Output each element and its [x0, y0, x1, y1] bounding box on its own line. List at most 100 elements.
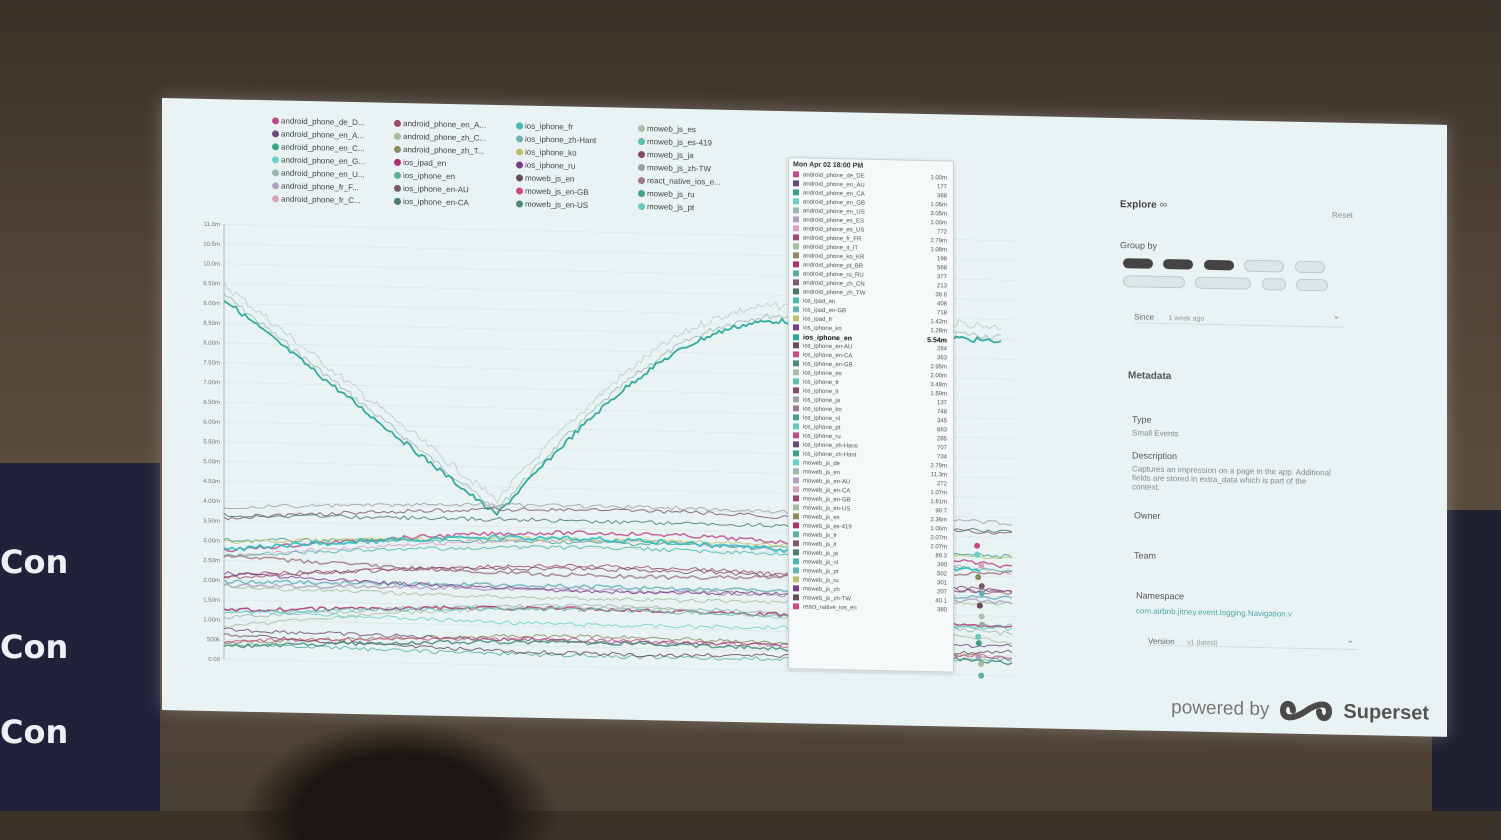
group-pill[interactable] — [1203, 259, 1234, 271]
tooltip-label: ios_iphone_ko — [803, 325, 842, 333]
tooltip-value: 38.8 — [935, 292, 947, 299]
legend-item[interactable]: ios_iphone_en — [394, 171, 455, 181]
group-by-pills — [1120, 254, 1340, 295]
group-pill[interactable] — [1195, 276, 1252, 290]
legend-dot-icon — [272, 156, 279, 164]
legend-item[interactable]: moweb_js_en-US — [516, 199, 588, 210]
y-tick-label: 500k — [207, 637, 221, 643]
legend-item[interactable]: ios_iphone_ko — [516, 147, 577, 158]
legend-item[interactable]: android_phone_en_C... — [272, 142, 365, 153]
tooltip-value: 40.1 — [935, 598, 947, 605]
legend-item[interactable]: android_phone_zh_T... — [394, 145, 484, 156]
legend-label: ios_iphone_en-AU — [403, 184, 469, 195]
legend-label: moweb_js_en-GB — [525, 186, 589, 197]
legend-item[interactable]: react_native_ios_e... — [638, 176, 721, 187]
tooltip-label: moweb_js_nl — [803, 559, 839, 567]
reset-link[interactable]: Reset — [1332, 210, 1353, 220]
legend-item[interactable]: moweb_js_es — [638, 124, 696, 134]
version-select[interactable]: Version v1 (latest) ⌄ — [1148, 630, 1358, 651]
tooltip-swatch-icon — [793, 279, 799, 286]
legend-item[interactable]: android_phone_de_D... — [272, 116, 365, 127]
legend-item[interactable]: moweb_js_ja — [638, 150, 694, 160]
legend-label: android_phone_zh_T... — [403, 145, 485, 156]
tooltip-swatch-icon — [793, 297, 799, 304]
tooltip-value: 2.95m — [930, 364, 947, 371]
legend-item[interactable]: moweb_js_en — [516, 173, 575, 184]
tooltip-value: 1.00m — [930, 175, 947, 182]
group-pill[interactable] — [1163, 258, 1194, 270]
tooltip-label: android_phone_en_GB — [803, 199, 866, 207]
tooltip-swatch-icon — [793, 549, 799, 556]
group-pill[interactable] — [1244, 259, 1285, 273]
legend-item[interactable]: android_phone_en_G... — [272, 155, 365, 166]
namespace-link[interactable]: com.airbnb.jitney.event.logging.Navigati… — [1136, 606, 1292, 619]
tooltip-swatch-icon — [793, 576, 799, 583]
group-pill[interactable] — [1294, 260, 1325, 274]
tooltip-value: 883 — [936, 427, 947, 434]
tooltip-label: android_phone_en_US — [803, 208, 865, 216]
group-pill[interactable] — [1296, 278, 1329, 292]
legend-dot-icon — [516, 148, 523, 156]
tooltip-value: 301 — [936, 580, 947, 587]
tooltip-swatch-icon — [793, 495, 799, 502]
legend-dot-icon — [516, 122, 523, 130]
legend-dot-icon — [516, 200, 523, 208]
tooltip-value: 1.42m — [930, 319, 947, 326]
legend-dot-icon — [638, 138, 645, 146]
legend-item[interactable]: android_phone_en_A... — [394, 119, 486, 130]
legend-item[interactable]: moweb_js_ru — [638, 189, 695, 199]
tooltip-value: 285 — [936, 436, 947, 443]
legend-item[interactable]: ios_ipad_en — [394, 158, 446, 168]
legend-item[interactable]: android_phone_fr_F... — [272, 181, 359, 192]
explore-title: Explore ∞ — [1120, 198, 1167, 211]
legend-item[interactable]: ios_iphone_fr — [516, 121, 573, 132]
legend-item[interactable]: ios_iphone_en-AU — [394, 184, 469, 195]
y-tick-label: 8.50m — [203, 321, 220, 327]
owner-label: Owner — [1134, 510, 1161, 521]
y-tick-label: 7.50m — [203, 360, 220, 366]
tooltip-swatch-icon — [793, 171, 799, 178]
legend-label: android_phone_en_U... — [281, 168, 365, 180]
chevron-down-icon: ⌄ — [1332, 310, 1340, 321]
legend-item[interactable]: moweb_js_zh-TW — [638, 163, 711, 174]
legend-item[interactable]: android_phone_en_A... — [272, 129, 364, 140]
legend-dot-icon — [394, 172, 401, 180]
tooltip-label: ios_ipad_en — [803, 298, 836, 306]
group-pill[interactable] — [1123, 274, 1185, 289]
group-pill[interactable] — [1261, 277, 1286, 291]
since-select[interactable]: Since 1 week ago ⌄ — [1134, 306, 1344, 328]
tooltip-swatch-icon — [793, 432, 799, 439]
tooltip-label: moweb_js_zh-TW — [803, 595, 852, 603]
tooltip-swatch-icon — [793, 441, 799, 448]
legend-label: moweb_js_en — [525, 173, 575, 184]
legend-item[interactable]: moweb_js_pt — [638, 202, 694, 212]
legend-item[interactable]: ios_iphone_ru — [516, 160, 575, 171]
tooltip-label: ios_iphone_en-GB — [803, 361, 853, 369]
chevron-down-icon: ⌄ — [1346, 634, 1354, 645]
tooltip-value: 2.79m — [930, 238, 947, 245]
timeseries-chart: 11.0m 10.5m 10.0m 9.50m 9.00m 8.50m 8.00m 7.50m… — [162, 98, 1022, 706]
tooltip-value: 588 — [936, 265, 947, 272]
tooltip-swatch-icon — [793, 585, 799, 592]
tooltip-swatch-icon — [793, 468, 799, 475]
tooltip-label: moweb_js_de — [803, 460, 841, 468]
legend-item[interactable]: ios_iphone_en-CA — [394, 197, 469, 207]
y-tick-label: 8.00m — [203, 341, 220, 347]
tooltip-swatch-icon — [793, 423, 799, 430]
legend-item[interactable]: ios_iphone_zh-Hant — [516, 134, 596, 145]
group-pill[interactable] — [1123, 257, 1153, 269]
legend-item[interactable]: android_phone_zh_C... — [394, 132, 486, 143]
legend-item[interactable]: moweb_js_en-GB — [516, 186, 589, 197]
tooltip-label: moweb_js_fr — [803, 532, 838, 540]
legend-label: react_native_ios_e... — [647, 176, 721, 187]
tooltip-value: 177 — [936, 184, 947, 191]
legend-dot-icon — [394, 120, 401, 128]
legend-item[interactable]: android_phone_en_U... — [272, 168, 365, 179]
tooltip-swatch-icon — [793, 540, 799, 547]
tooltip-label: ios_iphone_pt — [803, 424, 841, 432]
tooltip-swatch-icon — [793, 486, 799, 493]
legend-item[interactable]: moweb_js_es-419 — [638, 137, 712, 148]
legend-item[interactable]: android_phone_fr_C... — [272, 194, 361, 205]
y-tick-label: 6.00m — [203, 420, 220, 426]
tooltip-label: ios_iphone_ja — [803, 397, 841, 405]
